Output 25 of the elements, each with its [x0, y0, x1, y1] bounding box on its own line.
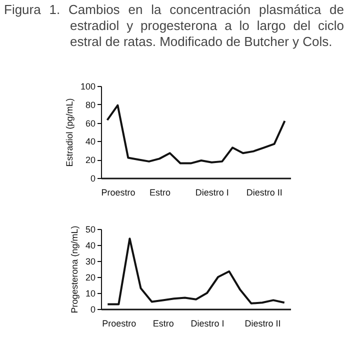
x-tick-label: Diestro II	[246, 188, 282, 198]
x-tick-label: Proestro	[101, 188, 136, 198]
y-tick-label: 20	[85, 272, 96, 282]
y-tick-label: 20	[85, 155, 96, 166]
y-tick-label: 0	[90, 304, 96, 314]
y-tick-label: 0	[90, 174, 96, 184]
chart-title: Figura 1. Cambios en la concentración plasmática de estradiol y progesterona a lo largo del ciclo estral de ratas. Modificado de Butcher y Cols.	[4, 2, 344, 50]
y-axis-title: Estradiol (pg/mL)	[64, 98, 74, 167]
y-tick-label: 60	[85, 118, 96, 128]
y-tick-label: 10	[85, 288, 96, 298]
y-tick-label: 50	[85, 224, 96, 234]
y-tick-label: 30	[85, 256, 96, 266]
x-tick-label: Estro	[152, 318, 174, 328]
y-tick-label: 40	[85, 240, 96, 250]
y-tick-label: 100	[80, 82, 96, 92]
x-tick-label: Diestro I	[195, 188, 229, 198]
line-series	[106, 104, 286, 164]
x-tick-label: Estro	[149, 188, 170, 198]
line-series	[106, 238, 286, 306]
y-tick-label: 80	[85, 100, 96, 110]
y-tick-label: 40	[85, 136, 96, 147]
y-axis-title: Progesterona (ng/mL)	[69, 226, 80, 314]
x-tick-label: Diestro II	[244, 318, 281, 328]
x-tick-label: Diestro I	[190, 318, 224, 328]
x-tick-label: Proestro	[102, 318, 136, 328]
